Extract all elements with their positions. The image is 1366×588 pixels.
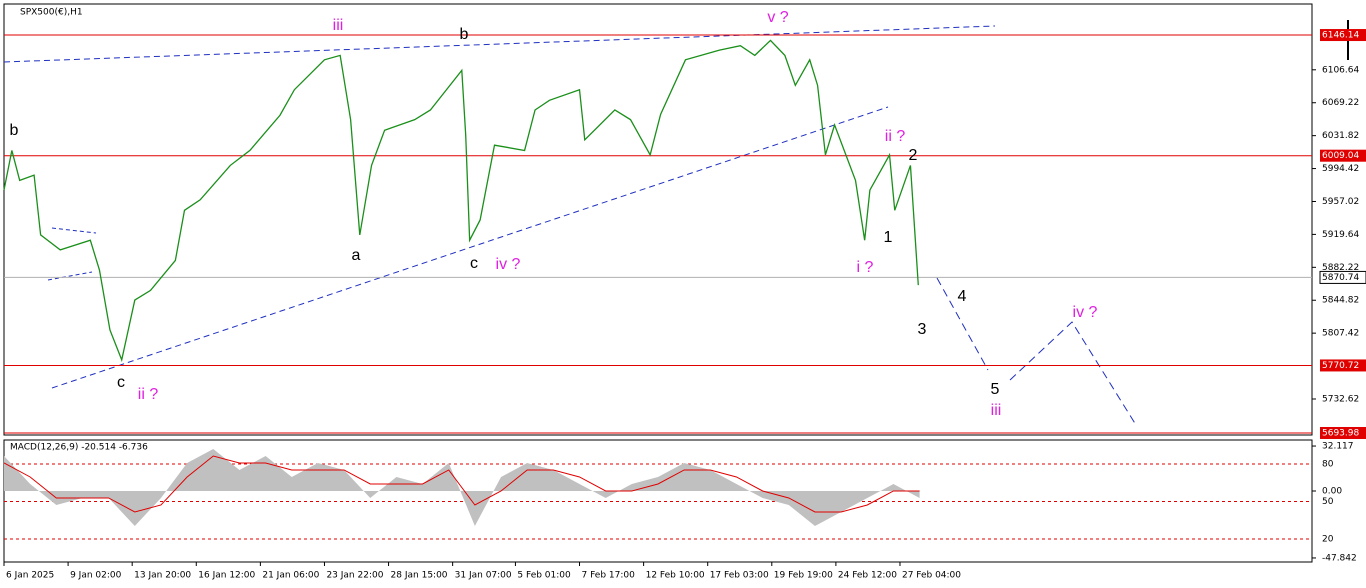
x-tick-label: 27 Feb 04:00 [902,571,961,581]
x-tick-label: 21 Jan 06:00 [262,571,319,581]
y-tick-label: -47.842 [1322,553,1357,563]
y-tick-label: 5882.22 [1322,263,1359,273]
wave-label: b [460,26,469,43]
wave-label: c [117,374,125,391]
current-price-tag [1319,270,1366,284]
price-panel [3,3,1313,436]
y-tick-label: 5957.02 [1322,197,1359,207]
wave-label: 5 [991,381,1000,398]
wave-label: iii [991,402,1002,419]
x-tick-label: 6 Jan 2025 [6,571,54,581]
y-tick-label: 32.117 [1322,442,1354,452]
level-tag [1320,426,1366,439]
wave-label: iv ? [496,256,521,273]
y-tick-label: 6106.64 [1322,65,1359,75]
trendline [47,271,93,281]
x-tick-label: 24 Feb 12:00 [838,571,897,581]
wave-label: v ? [767,9,788,26]
price-line [3,39,919,363]
trendline [51,227,97,234]
macd-title: MACD(12,26,9) -20.514 -6.736 [10,443,148,453]
level-tag [1320,29,1366,42]
level-tag [1320,149,1366,162]
wave-label: ii ? [138,386,159,403]
x-tick-label: 28 Jan 15:00 [391,571,448,581]
level-label: 6009.04 [1322,151,1359,161]
x-tick-label: 17 Feb 03:00 [710,571,769,581]
level-label: 5770.72 [1322,361,1359,371]
signal-line [3,455,920,513]
y2-tick-label: 80 [1322,460,1334,470]
y-tick-label: 5732.62 [1322,394,1359,404]
chart-title: SPX500(€),H1 [20,8,83,18]
trendline [51,106,889,389]
y-tick-label: 5844.82 [1322,296,1359,306]
projection [936,277,989,371]
y-tick-label: 6031.82 [1322,131,1359,141]
wave-label: ii ? [885,128,906,145]
wave-label: 3 [918,321,927,338]
wave-label: a [352,247,361,264]
x-tick-label: 13 Jan 20:00 [134,571,191,581]
y2-tick-label: 50 [1322,497,1334,507]
y-tick-label: 5994.42 [1322,164,1359,174]
y-tick-label: 5919.64 [1322,230,1359,240]
wave-label: c [470,255,478,272]
x-tick-label: 16 Jan 12:00 [198,571,255,581]
y-tick-label: 0.00 [1322,486,1342,496]
level-tag [1320,359,1366,372]
wave-label: b [10,122,19,139]
y-tick-label: 5807.42 [1322,329,1359,339]
wave-label: 1 [884,229,893,246]
x-tick-label: 5 Feb 01:00 [517,571,571,581]
x-tick-label: 19 Feb 19:00 [774,571,833,581]
current-price-label: 5870.74 [1322,273,1359,283]
trendline [3,25,996,63]
wave-label: 4 [958,288,967,305]
x-tick-label: 7 Feb 17:00 [582,571,636,581]
wave-label: iv ? [1073,304,1098,321]
level-label: 6146.14 [1322,31,1359,41]
y-tick-label: 6069.22 [1322,98,1359,108]
wave-label: i ? [857,259,874,276]
y2-tick-label: 20 [1322,535,1334,545]
x-tick-label: 9 Jan 02:00 [70,571,122,581]
wave-label: iii [333,17,344,34]
level-label: 5693.98 [1322,428,1359,438]
wave-label: 2 [909,147,918,164]
x-tick-label: 23 Jan 22:00 [326,571,383,581]
macd-area [4,448,920,526]
projection [1009,321,1137,426]
x-tick-label: 12 Feb 10:00 [646,571,705,581]
x-tick-label: 31 Jan 07:00 [455,571,512,581]
